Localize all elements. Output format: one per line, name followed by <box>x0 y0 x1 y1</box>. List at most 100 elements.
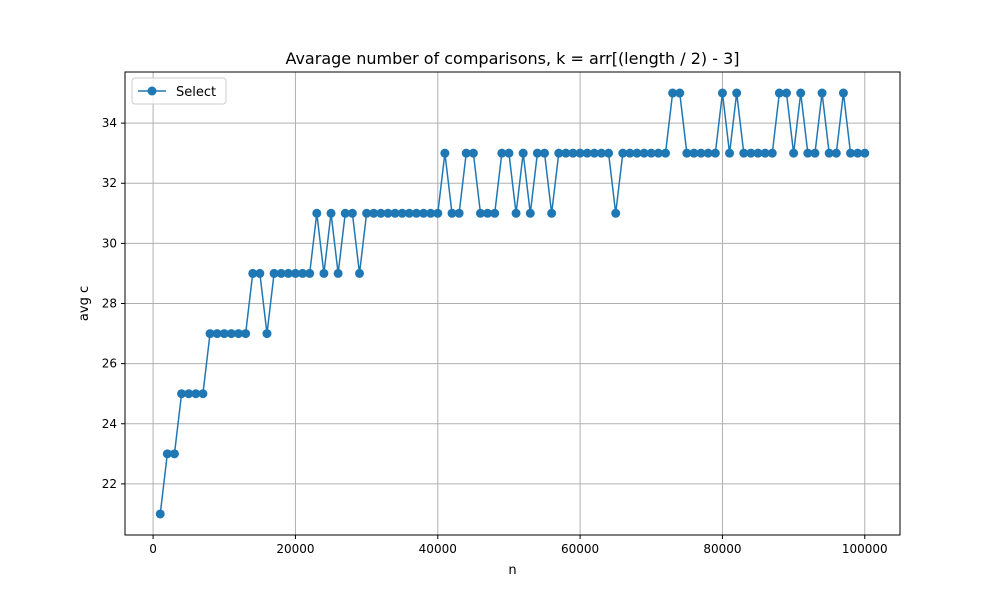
y-tick-label: 26 <box>102 357 117 371</box>
data-point <box>504 148 514 158</box>
data-point <box>753 148 763 158</box>
data-point <box>511 208 521 218</box>
grid <box>125 72 900 535</box>
x-tick-label: 60000 <box>561 542 599 556</box>
data-point <box>475 208 485 218</box>
legend-box <box>131 77 227 105</box>
data-point <box>824 148 834 158</box>
data-point <box>162 449 172 459</box>
data-point <box>362 208 372 218</box>
data-point <box>860 148 870 158</box>
data-point <box>525 208 535 218</box>
y-tick-label: 28 <box>102 297 117 311</box>
x-tick-label: 80000 <box>703 542 741 556</box>
data-point <box>675 88 685 98</box>
data-point <box>796 88 806 98</box>
data-point <box>653 148 663 158</box>
data-point <box>540 148 550 158</box>
data-point <box>710 148 720 158</box>
data-point <box>803 148 813 158</box>
data-point <box>454 208 464 218</box>
data-point <box>817 88 827 98</box>
axis-ticks: 0 20000 40000 60000 80000 100000 22 24 26 28 30 32 3… <box>102 116 888 556</box>
data-point <box>376 208 386 218</box>
data-point <box>725 148 735 158</box>
data-point <box>618 148 628 158</box>
data-point <box>404 208 414 218</box>
data-point <box>177 389 187 399</box>
data-point <box>468 148 478 158</box>
data-point <box>219 329 229 339</box>
x-tick-label: 20000 <box>276 542 314 556</box>
data-point <box>483 208 493 218</box>
data-point <box>582 148 592 158</box>
data-point <box>774 88 784 98</box>
data-point <box>305 268 315 278</box>
data-point <box>810 148 820 158</box>
series-select <box>155 88 870 519</box>
data-point <box>554 148 564 158</box>
data-point <box>419 208 429 218</box>
data-point <box>248 268 258 278</box>
data-point <box>532 148 542 158</box>
data-point <box>696 148 706 158</box>
data-point <box>390 208 400 218</box>
data-point <box>853 148 863 158</box>
data-point <box>397 208 407 218</box>
data-point <box>447 208 457 218</box>
legend-marker <box>147 86 157 96</box>
y-tick-label: 24 <box>102 417 117 431</box>
data-point <box>354 268 364 278</box>
data-point <box>781 88 791 98</box>
data-point <box>433 208 443 218</box>
data-point <box>739 148 749 158</box>
legend: Select <box>131 77 227 105</box>
data-point <box>689 148 699 158</box>
data-point <box>369 208 379 218</box>
data-point <box>461 148 471 158</box>
data-point <box>234 329 244 339</box>
data-point <box>668 88 678 98</box>
data-point <box>760 148 770 158</box>
data-point <box>575 148 585 158</box>
y-axis-label: avg c <box>77 286 92 321</box>
data-point <box>198 389 208 399</box>
legend-label: Select <box>176 85 216 100</box>
data-point <box>767 148 777 158</box>
data-point <box>838 88 848 98</box>
y-tick-label: 30 <box>102 236 117 250</box>
x-axis-label: n <box>508 563 516 578</box>
data-point <box>846 148 856 158</box>
x-tick-label: 0 <box>149 542 157 556</box>
data-point <box>497 148 507 158</box>
data-point <box>241 329 251 339</box>
data-point <box>596 148 606 158</box>
data-point <box>333 268 343 278</box>
data-point <box>226 329 236 339</box>
data-point <box>326 208 336 218</box>
y-tick-label: 32 <box>102 176 117 190</box>
data-point <box>169 449 179 459</box>
data-point <box>703 148 713 158</box>
data-point <box>831 148 841 158</box>
data-point <box>547 208 557 218</box>
data-point <box>276 268 286 278</box>
x-tick-label: 100000 <box>842 542 888 556</box>
data-point <box>290 268 300 278</box>
data-point <box>639 148 649 158</box>
data-point <box>604 148 614 158</box>
data-point <box>312 208 322 218</box>
data-point <box>682 148 692 158</box>
data-point <box>561 148 571 158</box>
data-point <box>283 268 293 278</box>
data-point <box>383 208 393 218</box>
data-point <box>255 268 265 278</box>
data-point <box>184 389 194 399</box>
chart-title: Avarage number of comparisons, k = arr[(… <box>285 49 739 68</box>
data-point <box>625 148 635 158</box>
data-point <box>262 329 272 339</box>
data-point <box>746 148 756 158</box>
data-point <box>646 148 656 158</box>
data-point <box>340 208 350 218</box>
data-point <box>568 148 578 158</box>
